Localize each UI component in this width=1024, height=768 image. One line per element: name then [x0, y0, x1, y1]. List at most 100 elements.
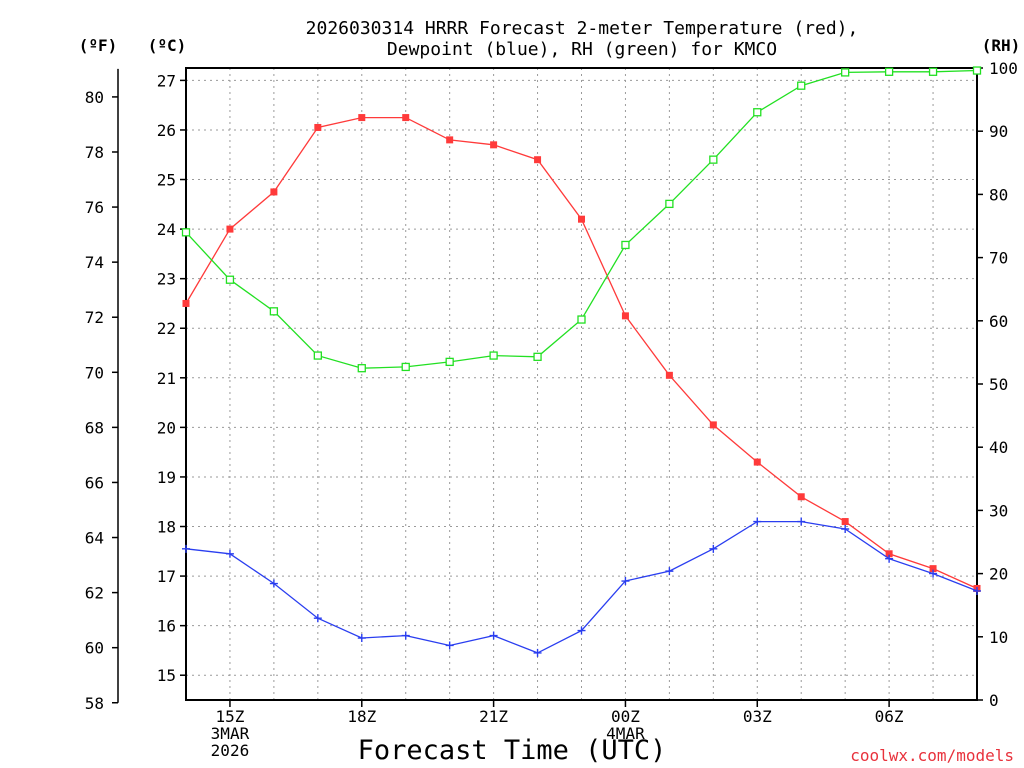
- rh-point: [709, 155, 718, 164]
- plot-frame: [185, 67, 978, 701]
- fahrenheit-tick-label: 78: [85, 143, 104, 162]
- rh-point: [621, 240, 630, 250]
- dewpoint-point: [269, 579, 278, 588]
- celsius-tick-label: 21: [157, 369, 176, 388]
- rh-tick-label: 20: [989, 565, 1008, 584]
- dewpoint-point: [313, 614, 322, 623]
- temperature-point: [578, 215, 585, 223]
- rh-tick-label: 90: [989, 122, 1008, 141]
- dewpoint-point: [401, 631, 410, 640]
- fahrenheit-tick-label: 62: [85, 584, 104, 603]
- rh-point: [181, 228, 191, 237]
- chart-title-line1: 2026030314 HRRR Forecast 2-meter Tempera…: [306, 18, 859, 39]
- dewpoint-point: [797, 517, 806, 526]
- rh-tick-label: 0: [989, 691, 999, 710]
- rh-point: [533, 352, 542, 361]
- temperature-point: [226, 225, 234, 233]
- dewpoint-point: [841, 524, 850, 533]
- temperature-point: [534, 156, 542, 164]
- dewpoint-point: [621, 577, 630, 586]
- chart-title-line2: Dewpoint (blue), RH (green) for KMCO: [387, 39, 777, 60]
- temperature-point: [753, 458, 761, 466]
- celsius-tick-label: 22: [157, 319, 176, 338]
- celsius-tick-label: 19: [157, 468, 176, 487]
- dewpoint-point: [489, 631, 498, 640]
- celsius-tick-label: 15: [157, 666, 176, 685]
- celsius-tick-label: 26: [157, 121, 176, 140]
- temperature-point: [797, 493, 805, 501]
- celsius-tick-label: 18: [157, 518, 176, 537]
- rh-point: [665, 199, 674, 209]
- time-tick-label: 2026: [211, 741, 250, 760]
- temperature-point: [446, 136, 454, 144]
- dewpoint-point: [885, 554, 894, 563]
- temperature-point: [621, 312, 629, 320]
- rh-point: [841, 68, 850, 77]
- rh-point: [225, 275, 235, 284]
- rh-point: [489, 351, 498, 360]
- dewpoint-point: [577, 626, 586, 635]
- temperature-point: [182, 299, 190, 307]
- celsius-tick-label: 25: [157, 171, 176, 190]
- temperature-point: [358, 114, 366, 122]
- temperature-point: [885, 550, 893, 558]
- time-tick-label: 15Z: [215, 707, 244, 726]
- rh-tick-label: 60: [989, 312, 1008, 331]
- x-axis-label: Forecast Time (UTC): [358, 735, 667, 766]
- rh-point: [445, 357, 454, 367]
- temperature-point: [314, 123, 322, 131]
- rh-point: [269, 307, 279, 316]
- dewpoint-point: [225, 549, 234, 558]
- rh-point: [753, 108, 762, 117]
- celsius-tick-label: 27: [157, 71, 176, 90]
- fahrenheit-tick-label: 64: [85, 529, 104, 548]
- temperature-point: [929, 565, 937, 573]
- celsius-unit-label: (ºC): [148, 36, 187, 55]
- celsius-tick-label: 20: [157, 418, 176, 437]
- celsius-tick-label: 24: [157, 220, 176, 239]
- rh-point: [357, 364, 366, 373]
- rh-tick-label: 40: [989, 438, 1008, 457]
- rh-point: [884, 67, 894, 76]
- fahrenheit-tick-label: 58: [85, 694, 104, 713]
- temperature-point: [402, 114, 410, 122]
- rh-point: [928, 67, 938, 76]
- dewpoint-point: [753, 517, 762, 526]
- celsius-tick-label: 23: [157, 270, 176, 289]
- celsius-tick-label: 17: [157, 567, 176, 586]
- grid-layer: [186, 68, 977, 700]
- dewpoint-point: [533, 648, 542, 657]
- axes-layer: 15 16 17 18 19 20 21 22 23 24 25 26 27 58 60 62 64 66 68 70…: [85, 59, 1018, 760]
- temperature-point: [490, 141, 498, 149]
- series-layer: [181, 66, 982, 657]
- time-tick-label: 03Z: [743, 707, 772, 726]
- dewpoint-point: [445, 641, 454, 650]
- source-credit: coolwx.com/models: [850, 746, 1014, 765]
- temperature-point: [841, 518, 849, 526]
- rh-tick-label: 80: [989, 185, 1008, 204]
- dewpoint-point: [973, 586, 981, 595]
- dewpoint-point: [357, 634, 366, 643]
- time-tick-label: 4MAR: [606, 724, 645, 743]
- rh-point: [797, 81, 806, 90]
- dewpoint-point: [709, 544, 718, 553]
- rh-point: [313, 351, 322, 360]
- fahrenheit-tick-label: 60: [85, 639, 104, 658]
- dewpoint-point: [929, 569, 938, 578]
- fahrenheit-tick-label: 66: [85, 473, 104, 492]
- fahrenheit-tick-label: 72: [85, 308, 104, 327]
- rh-tick-label: 50: [989, 375, 1008, 394]
- time-tick-label: 18Z: [347, 707, 376, 726]
- celsius-tick-label: 16: [157, 617, 176, 636]
- rh-point: [577, 315, 586, 324]
- rh-point: [972, 66, 982, 75]
- rh-tick-label: 10: [989, 628, 1008, 647]
- temperature-point: [665, 371, 673, 379]
- time-tick-label: 21Z: [479, 707, 508, 726]
- time-tick-label: 00Z: [611, 707, 640, 726]
- fahrenheit-tick-label: 74: [85, 253, 104, 272]
- fahrenheit-unit-label: (ºF): [79, 36, 118, 55]
- dewpoint-point: [182, 544, 190, 553]
- rh-tick-label: 30: [989, 501, 1008, 520]
